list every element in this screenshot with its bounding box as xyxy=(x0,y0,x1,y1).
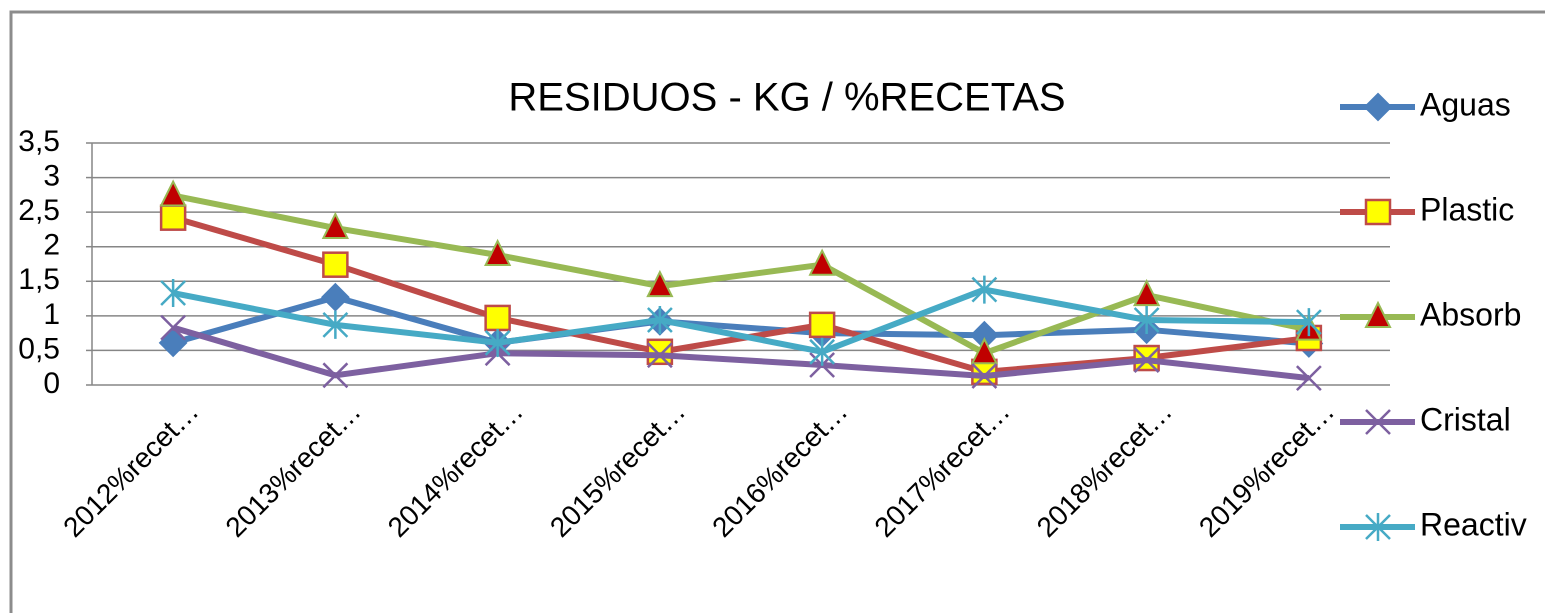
marker xyxy=(1364,198,1392,226)
x-tick-label: 2015%recet… xyxy=(544,396,691,543)
marker xyxy=(646,306,673,335)
marker xyxy=(1365,409,1391,435)
marker xyxy=(484,304,511,332)
chart-frame xyxy=(9,10,1545,613)
marker xyxy=(1365,513,1391,541)
marker xyxy=(1363,92,1393,122)
marker xyxy=(646,269,674,298)
marker xyxy=(809,337,836,366)
y-tick-label: 1 xyxy=(43,298,60,331)
marker xyxy=(321,211,349,240)
x-tick-label: 2016%recet… xyxy=(706,396,853,543)
marker xyxy=(646,342,673,369)
y-tick-label: 3 xyxy=(43,159,60,192)
series-line xyxy=(172,294,1310,347)
chart-title: RESIDUOS - KG / %RECETAS xyxy=(508,76,1065,120)
marker xyxy=(160,279,187,308)
y-tick-label: 2,5 xyxy=(18,194,60,227)
x-tick-label: 2018%recet… xyxy=(1031,396,1178,543)
marker xyxy=(1133,347,1160,373)
marker xyxy=(1295,365,1322,391)
marker xyxy=(971,275,998,304)
marker xyxy=(1295,308,1322,337)
marker xyxy=(159,204,187,231)
y-tick-label: 0 xyxy=(43,367,60,400)
marker xyxy=(808,248,836,276)
y-tick-label: 1,5 xyxy=(18,263,60,296)
series-line xyxy=(172,286,1309,355)
y-tick-label: 3,5 xyxy=(18,125,60,158)
x-tick-label: 2014%recet… xyxy=(382,396,529,543)
marker xyxy=(1133,306,1160,335)
marker xyxy=(484,238,512,267)
marker xyxy=(322,310,349,339)
x-tick-label: 2012%recet… xyxy=(57,396,204,543)
legend-label: Aguas xyxy=(1420,86,1511,122)
x-tick-label: 2019%recet… xyxy=(1193,396,1340,543)
marker xyxy=(484,328,511,357)
legend-label: Reactiv xyxy=(1420,506,1527,542)
legend-label: Absorb xyxy=(1420,296,1521,332)
marker xyxy=(322,362,349,389)
marker xyxy=(646,338,674,366)
x-tick-label: 2017%recet… xyxy=(868,396,1015,543)
marker xyxy=(808,311,836,339)
y-tick-label: 0,5 xyxy=(18,332,60,365)
series-line xyxy=(172,192,1310,357)
series-line xyxy=(172,324,1310,382)
marker xyxy=(970,336,998,365)
marker xyxy=(158,328,188,358)
marker xyxy=(159,179,187,207)
x-tick-label: 2013%recet… xyxy=(219,396,366,543)
marker xyxy=(322,251,349,278)
legend-label: Cristal xyxy=(1420,401,1511,437)
marker xyxy=(1133,278,1161,307)
marker xyxy=(160,314,187,341)
legend-label: Plastic xyxy=(1420,191,1514,227)
marker xyxy=(971,363,998,389)
marker xyxy=(320,282,350,312)
marker xyxy=(1364,300,1392,328)
y-tick-label: 2 xyxy=(43,229,60,262)
